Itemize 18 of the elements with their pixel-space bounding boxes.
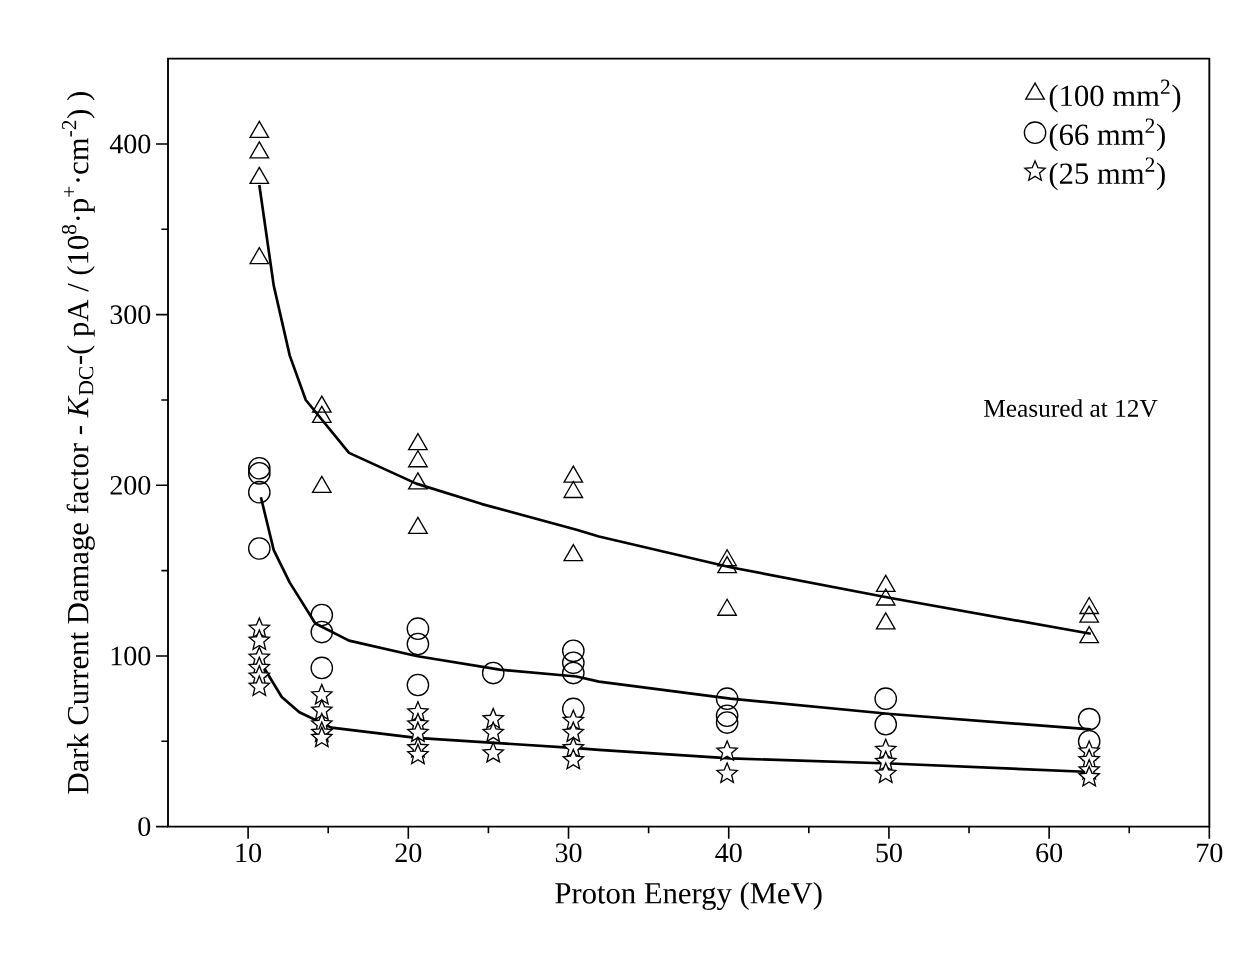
text: Dark Current Damage factor - K$_{DC}$-( pA / (10$^{8}$·p$^{+}$·cm$^{-2}$) ) [61,92,95,794]
legend-label: (100 mm$^{2}$) [1049,79,1181,113]
y-tick-label: 100 [111,646,151,666]
x-tick-label: 20 [395,843,422,863]
x-axis-title: Proton Energy (MeV) [555,882,822,910]
x-tick-label: 30 [555,843,582,863]
y-tick-label: 300 [110,305,151,325]
annotation: Measured at 12V [984,399,1158,418]
legend-label: (25 mm$^{2}$) [1049,157,1165,191]
x-tick-label: 60 [1036,843,1063,863]
x-tick-label: 70 [1197,843,1223,863]
y-tick-label: 200 [110,475,151,495]
y-tick-label: 400 [109,134,151,154]
legend-label: (66 mm$^{2}$) [1049,118,1165,152]
y-tick-label: 0 [138,817,151,837]
x-tick-label: 40 [715,843,742,863]
x-tick-label: 10 [236,843,262,863]
x-tick-label: 50 [876,843,902,863]
